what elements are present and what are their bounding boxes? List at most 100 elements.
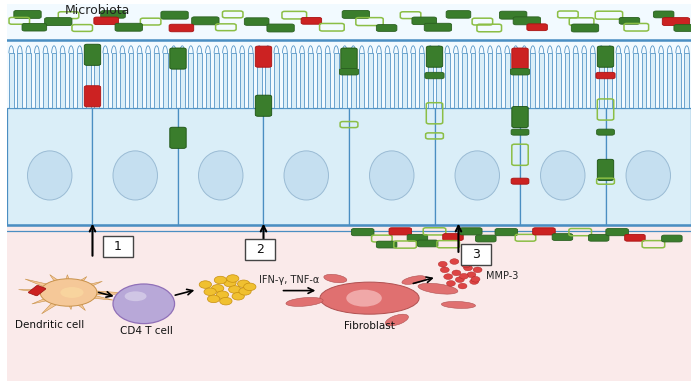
Ellipse shape bbox=[229, 286, 241, 293]
FancyBboxPatch shape bbox=[426, 46, 443, 67]
FancyBboxPatch shape bbox=[84, 86, 101, 107]
Bar bbox=[582, 53, 586, 108]
FancyBboxPatch shape bbox=[597, 159, 614, 181]
Bar bbox=[599, 53, 604, 108]
FancyBboxPatch shape bbox=[301, 17, 322, 24]
Bar bbox=[343, 53, 347, 108]
Bar bbox=[548, 53, 552, 108]
Polygon shape bbox=[42, 291, 74, 314]
FancyBboxPatch shape bbox=[376, 25, 397, 32]
Bar bbox=[539, 53, 544, 108]
Bar bbox=[163, 53, 168, 108]
Polygon shape bbox=[68, 289, 133, 296]
Bar bbox=[419, 53, 424, 108]
Ellipse shape bbox=[471, 276, 480, 282]
FancyBboxPatch shape bbox=[459, 228, 482, 235]
Bar bbox=[488, 53, 492, 108]
Bar bbox=[197, 53, 202, 108]
Bar bbox=[180, 53, 184, 108]
FancyBboxPatch shape bbox=[245, 239, 275, 260]
Bar bbox=[641, 53, 646, 108]
Bar bbox=[573, 53, 578, 108]
Bar bbox=[86, 53, 91, 108]
FancyBboxPatch shape bbox=[342, 10, 369, 18]
FancyBboxPatch shape bbox=[533, 228, 555, 235]
FancyBboxPatch shape bbox=[407, 234, 428, 241]
Text: Dendritic cell: Dendritic cell bbox=[15, 320, 84, 330]
Ellipse shape bbox=[227, 275, 239, 282]
Bar bbox=[138, 53, 142, 108]
Bar bbox=[685, 53, 689, 108]
Ellipse shape bbox=[450, 259, 459, 264]
Bar bbox=[445, 53, 450, 108]
Bar bbox=[69, 53, 73, 108]
Text: 2: 2 bbox=[256, 243, 264, 256]
FancyBboxPatch shape bbox=[653, 11, 674, 18]
Ellipse shape bbox=[284, 151, 329, 200]
FancyBboxPatch shape bbox=[552, 234, 572, 240]
Ellipse shape bbox=[626, 151, 671, 200]
FancyBboxPatch shape bbox=[662, 235, 682, 242]
FancyBboxPatch shape bbox=[625, 234, 645, 241]
Ellipse shape bbox=[470, 279, 479, 285]
Text: Fibroblast: Fibroblast bbox=[344, 321, 395, 331]
FancyBboxPatch shape bbox=[169, 24, 194, 32]
FancyBboxPatch shape bbox=[512, 48, 528, 69]
Bar bbox=[394, 53, 399, 108]
Bar bbox=[17, 53, 22, 108]
Text: MMP-3: MMP-3 bbox=[486, 271, 518, 281]
Ellipse shape bbox=[467, 272, 476, 278]
Ellipse shape bbox=[461, 262, 470, 268]
Text: Microbiota: Microbiota bbox=[65, 4, 131, 17]
FancyBboxPatch shape bbox=[417, 240, 438, 247]
FancyBboxPatch shape bbox=[596, 72, 615, 79]
Ellipse shape bbox=[324, 275, 347, 283]
Bar bbox=[428, 53, 433, 108]
FancyBboxPatch shape bbox=[443, 234, 463, 240]
Ellipse shape bbox=[220, 297, 232, 305]
FancyBboxPatch shape bbox=[161, 11, 188, 19]
FancyBboxPatch shape bbox=[412, 17, 436, 25]
Ellipse shape bbox=[239, 288, 251, 295]
Bar bbox=[377, 53, 381, 108]
Ellipse shape bbox=[237, 280, 250, 288]
Ellipse shape bbox=[441, 301, 475, 308]
FancyBboxPatch shape bbox=[255, 95, 272, 116]
Ellipse shape bbox=[211, 285, 224, 292]
Bar bbox=[43, 53, 47, 108]
Ellipse shape bbox=[214, 276, 227, 284]
Ellipse shape bbox=[216, 291, 229, 298]
Bar bbox=[60, 53, 65, 108]
Text: 1: 1 bbox=[114, 239, 121, 253]
Bar bbox=[7, 108, 92, 224]
Bar bbox=[454, 53, 458, 108]
Bar bbox=[334, 53, 339, 108]
Ellipse shape bbox=[346, 290, 382, 306]
Ellipse shape bbox=[113, 151, 158, 200]
Bar bbox=[651, 53, 655, 108]
FancyBboxPatch shape bbox=[597, 129, 614, 135]
Ellipse shape bbox=[473, 267, 482, 273]
Bar bbox=[385, 53, 389, 108]
Bar bbox=[480, 53, 484, 108]
FancyBboxPatch shape bbox=[424, 23, 452, 31]
Bar bbox=[274, 53, 279, 108]
FancyBboxPatch shape bbox=[376, 241, 397, 248]
Bar bbox=[556, 53, 560, 108]
Bar bbox=[359, 53, 364, 108]
FancyBboxPatch shape bbox=[22, 23, 47, 31]
Ellipse shape bbox=[444, 274, 452, 280]
FancyBboxPatch shape bbox=[255, 46, 272, 67]
FancyBboxPatch shape bbox=[674, 25, 695, 32]
Polygon shape bbox=[50, 275, 74, 294]
FancyBboxPatch shape bbox=[512, 107, 528, 127]
Bar bbox=[35, 53, 39, 108]
FancyBboxPatch shape bbox=[389, 228, 412, 235]
FancyBboxPatch shape bbox=[446, 11, 470, 18]
Ellipse shape bbox=[320, 282, 419, 314]
Ellipse shape bbox=[40, 279, 97, 306]
Polygon shape bbox=[65, 281, 103, 295]
FancyBboxPatch shape bbox=[14, 10, 41, 18]
Bar bbox=[7, 4, 691, 224]
Ellipse shape bbox=[113, 284, 174, 324]
